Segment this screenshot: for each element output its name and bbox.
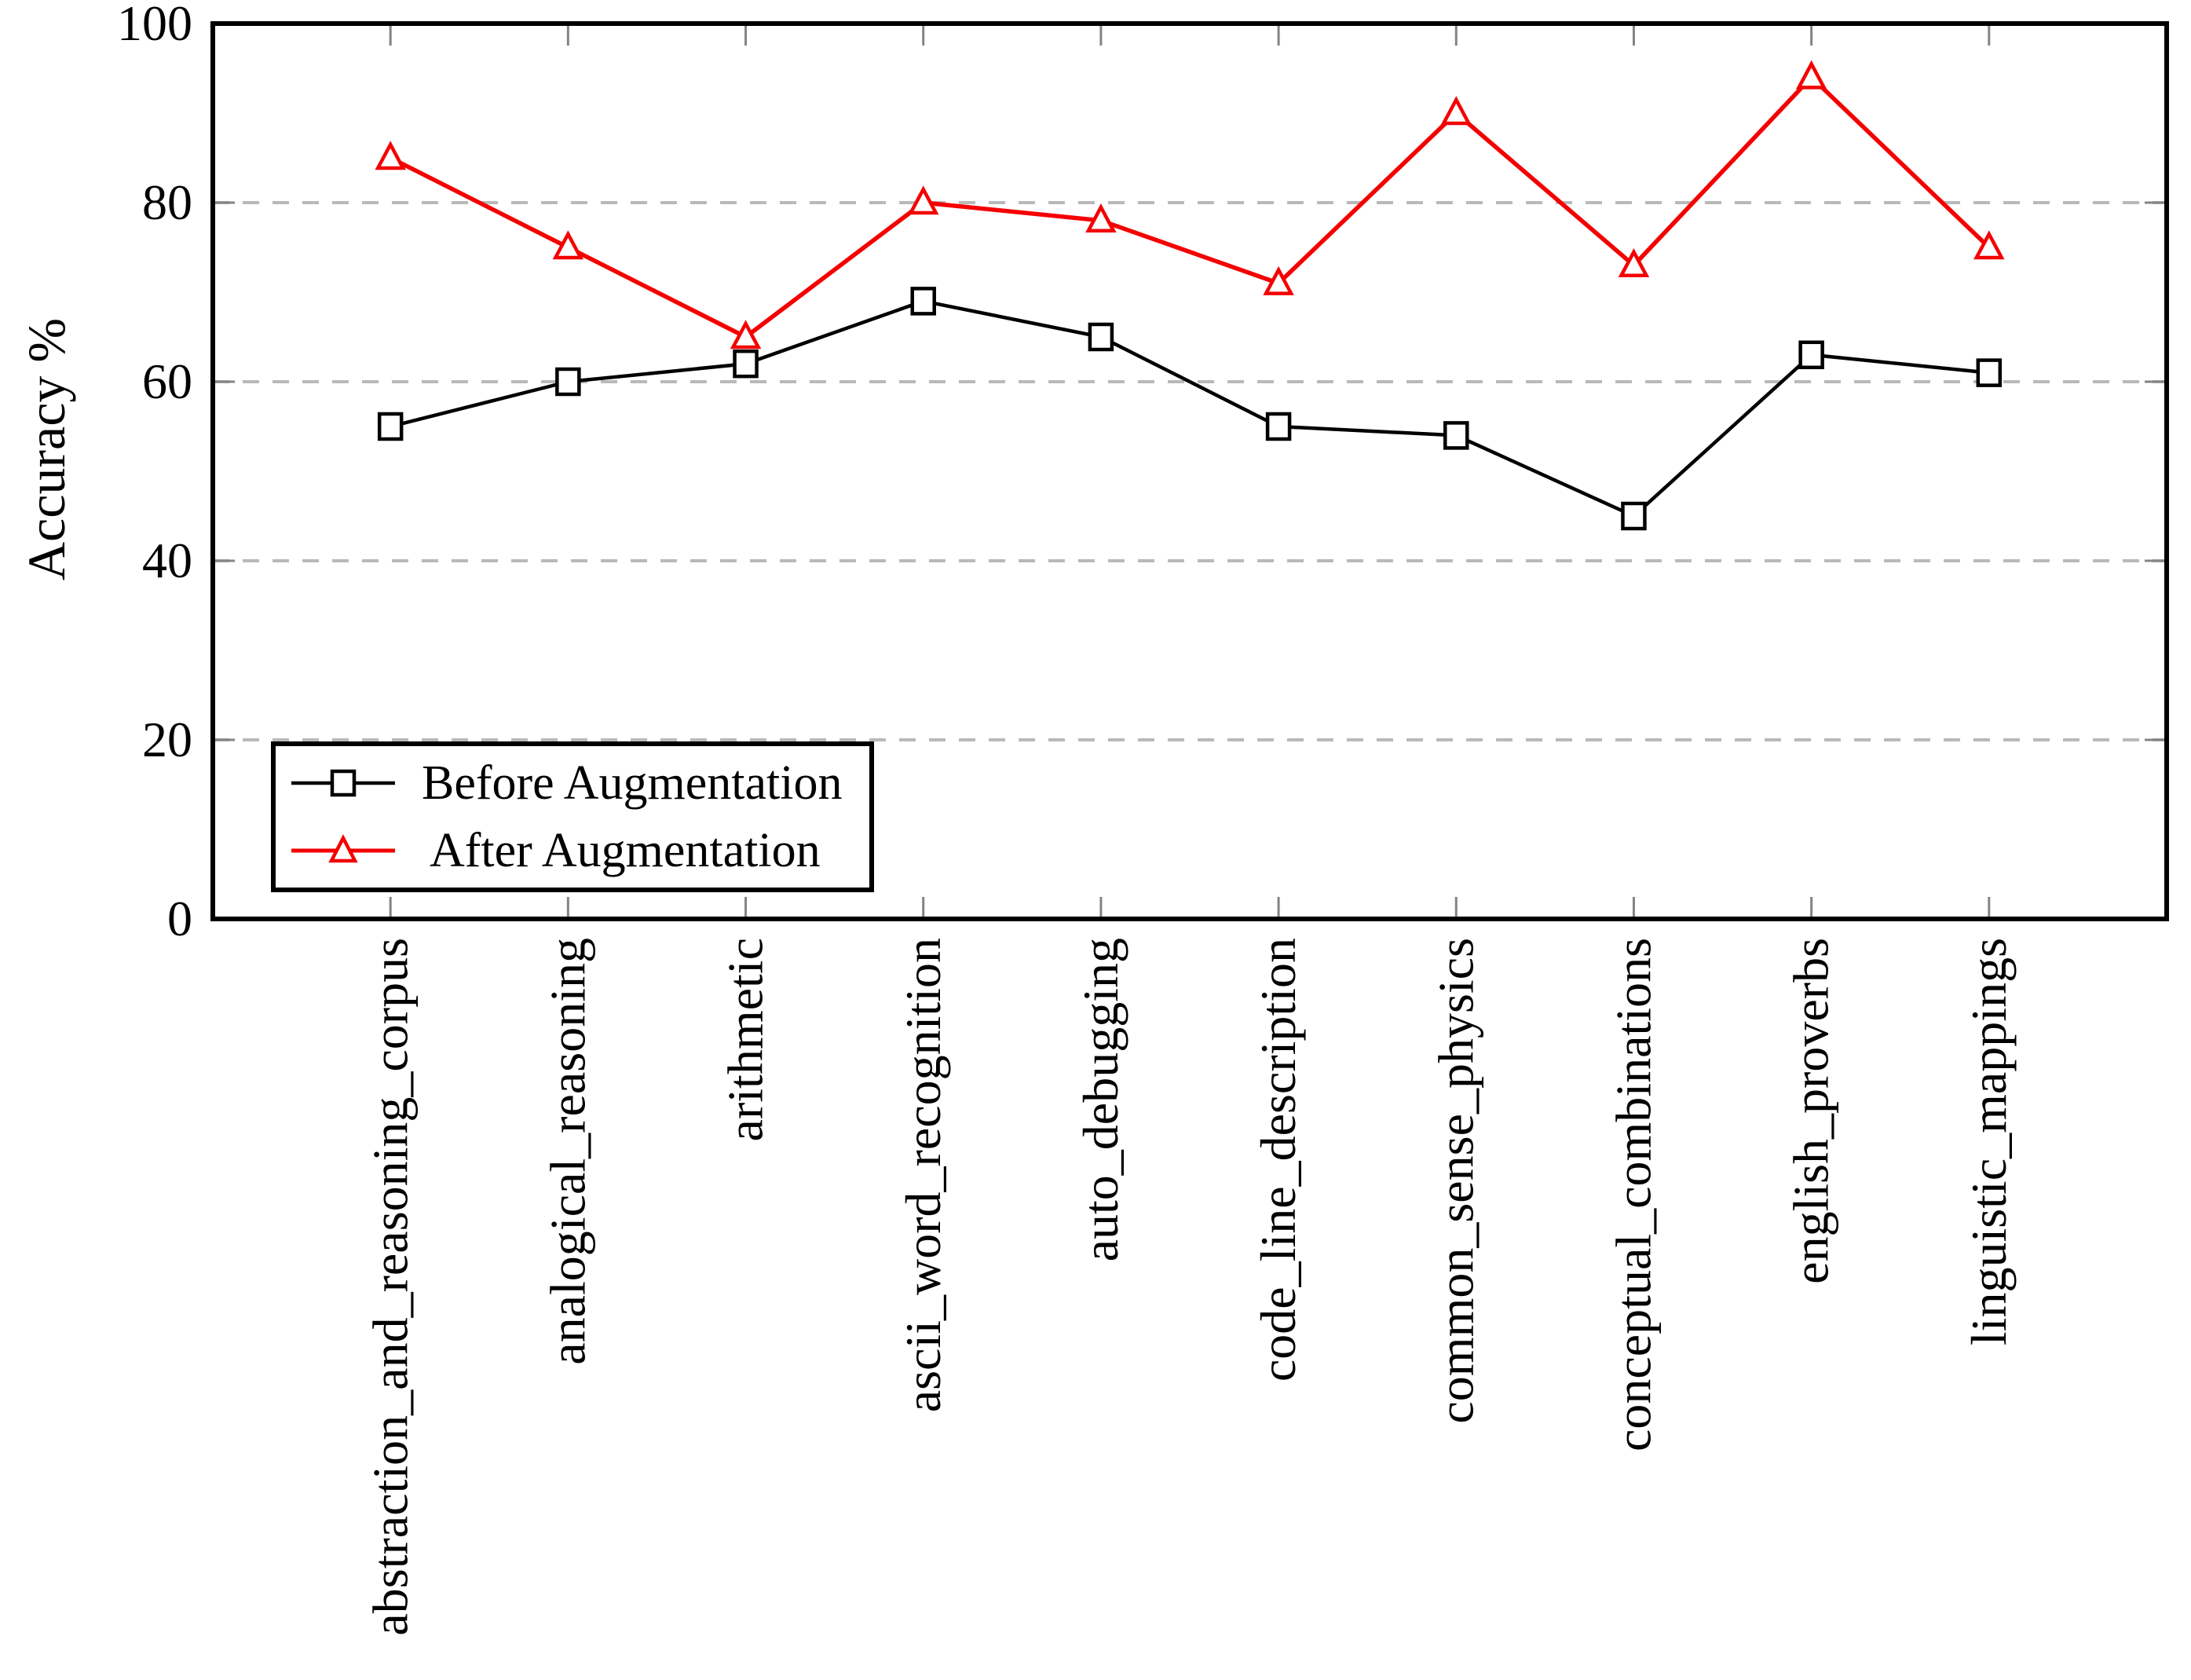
x-tick-label-7: conceptual_combinations: [1606, 938, 1662, 1451]
y-tick-label-100: 100: [117, 0, 192, 51]
data-point-triangle-5: [1263, 265, 1294, 295]
y-tick-label-60: 60: [142, 353, 192, 409]
series-line-after: [389, 75, 1991, 339]
x-tick-label-6: common_sense_physics: [1428, 938, 1483, 1424]
x-tick-label-3: ascii_word_recognition: [895, 938, 951, 1412]
data-point-square-5: [1265, 412, 1292, 441]
data-point-square-8: [1798, 340, 1824, 370]
data-point-square-4: [1088, 322, 1114, 352]
data-point-triangle-7: [1618, 248, 1650, 278]
data-point-triangle-0: [375, 141, 406, 170]
y-axis-title: Accuracy %: [16, 318, 76, 580]
legend-item-after: After Augmentation: [285, 817, 869, 884]
x-tick-label-5: code_line_description: [1250, 938, 1306, 1382]
x-tick-label-4: auto_debugging: [1073, 938, 1128, 1261]
before-series-sample: [291, 769, 395, 797]
data-point-triangle-6: [1440, 96, 1472, 126]
x-tick-label-2: arithmetic: [718, 938, 774, 1141]
data-point-square-3: [910, 287, 936, 316]
square-marker-icon: [330, 769, 357, 797]
x-tick-label-0: abstraction_and_reasoning_corpus: [362, 938, 418, 1636]
series-line-before: [390, 299, 1990, 518]
data-point-square-2: [733, 349, 759, 379]
y-tick-label-0: 0: [167, 891, 192, 946]
data-point-square-6: [1443, 421, 1469, 450]
plot-frame: [210, 21, 2169, 921]
triangle-marker-icon: [328, 834, 358, 863]
legend-label-before: Before Augmentation: [422, 756, 843, 810]
data-point-triangle-3: [907, 185, 939, 215]
legend: Before Augmentation After Augmentation: [271, 741, 874, 892]
y-tick-label-20: 20: [142, 712, 192, 767]
x-tick-label-9: linguistic_mappings: [1961, 938, 2017, 1345]
data-point-square-1: [555, 367, 581, 397]
data-point-triangle-1: [552, 230, 584, 260]
data-point-triangle-8: [1795, 60, 1827, 90]
data-point-triangle-9: [1973, 230, 2005, 260]
legend-label-after: After Augmentation: [430, 824, 821, 877]
x-tick-label-1: analogical_reasoning: [540, 938, 595, 1365]
data-point-triangle-2: [730, 320, 762, 350]
after-series-sample: [291, 834, 395, 863]
legend-item-before: Before Augmentation: [285, 749, 869, 817]
data-point-triangle-4: [1085, 203, 1117, 233]
data-point-square-7: [1621, 501, 1647, 531]
data-point-square-9: [1976, 358, 2003, 387]
x-tick-label-8: english_proverbs: [1783, 938, 1839, 1284]
y-tick-label-80: 80: [142, 174, 192, 230]
data-point-square-0: [377, 412, 404, 441]
y-tick-label-40: 40: [142, 533, 192, 588]
